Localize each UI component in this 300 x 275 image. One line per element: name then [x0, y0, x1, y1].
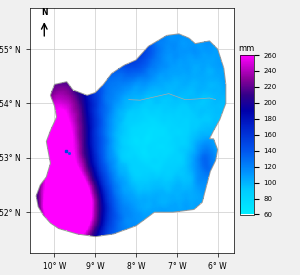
- Text: N: N: [41, 8, 47, 17]
- Title: mm: mm: [238, 44, 255, 53]
